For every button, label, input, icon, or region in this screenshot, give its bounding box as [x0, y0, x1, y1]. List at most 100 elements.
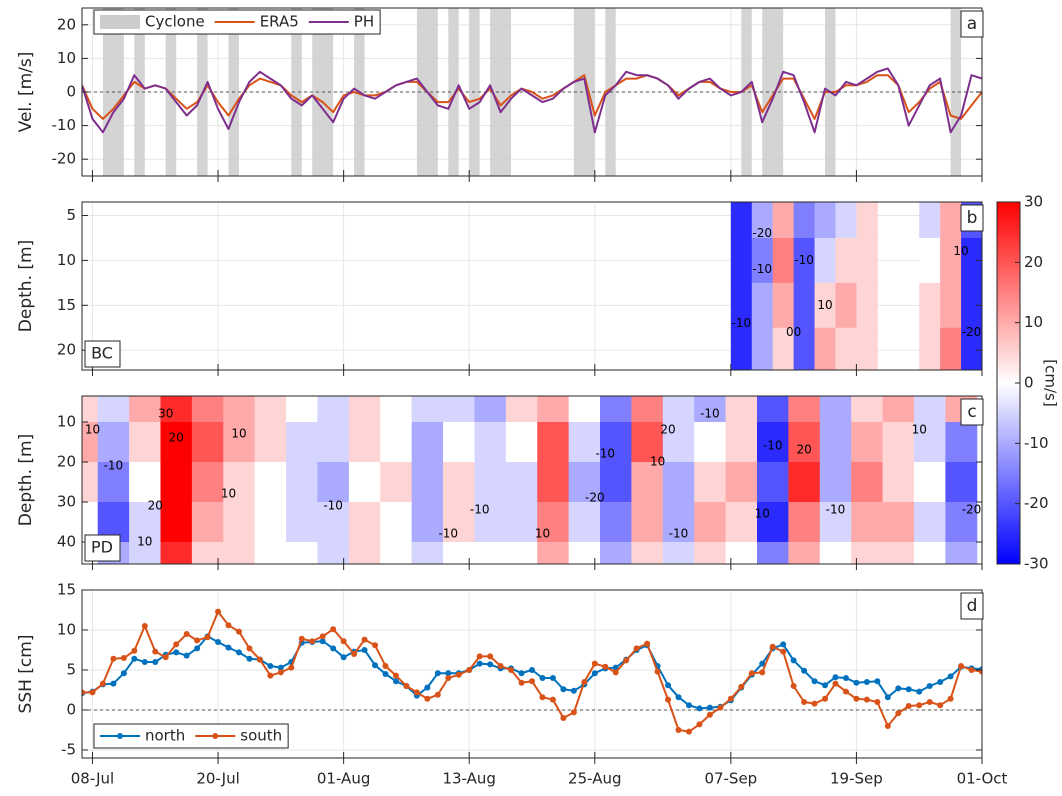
heat-cell [851, 502, 884, 543]
marker [591, 670, 598, 677]
heat-cell [757, 502, 789, 543]
heat-cell [631, 502, 664, 543]
heat-cell [223, 396, 256, 423]
heat-cell [537, 462, 570, 503]
marker [508, 667, 515, 673]
heat-cell [730, 282, 753, 329]
heat-cell [191, 542, 224, 564]
heat-cell [757, 396, 789, 423]
marker [183, 652, 190, 659]
marker [895, 685, 902, 692]
marker [853, 679, 860, 686]
heat-cell [631, 396, 664, 423]
legend-label: south [240, 727, 282, 745]
marker [131, 655, 138, 662]
heat-cell [474, 502, 507, 543]
marker [277, 669, 284, 676]
heat-cell [788, 502, 821, 543]
x-tick-label: 25-Aug [568, 770, 621, 788]
contour-label: 20 [660, 423, 675, 437]
marker [152, 659, 159, 665]
heat-cell [851, 422, 884, 463]
marker [769, 643, 776, 650]
heat-cell [411, 396, 444, 423]
x-tick-label: 08-Jul [71, 770, 114, 788]
heat-cell [380, 542, 413, 564]
marker [549, 696, 556, 703]
heat-cell [913, 542, 946, 564]
heat-cell [819, 396, 852, 423]
heat-cell [961, 327, 982, 370]
legend-label: Cyclone [145, 13, 205, 31]
heat-cell [474, 542, 507, 564]
marker [194, 637, 201, 644]
heat-cell [793, 237, 816, 284]
heat-cell [882, 542, 915, 564]
marker [842, 675, 849, 681]
marker [319, 638, 326, 645]
marker [822, 695, 829, 702]
heat-cell [97, 422, 130, 463]
contour-label: 10 [817, 298, 832, 312]
heat-cell [505, 422, 538, 463]
y-axis-label: Depth. [m] [16, 434, 36, 526]
marker [351, 651, 358, 657]
heat-cell [97, 396, 130, 423]
marker [162, 654, 169, 661]
heat-cell [568, 502, 601, 543]
marker [685, 728, 692, 735]
marker [717, 704, 724, 711]
marker [319, 633, 326, 640]
marker [235, 649, 242, 656]
heat-cell [129, 502, 161, 543]
heat-cell [631, 422, 664, 463]
heat-cell [751, 237, 774, 284]
marker [748, 670, 755, 677]
heat-cell [913, 502, 946, 543]
heat-cell [730, 327, 753, 370]
heat-cell [505, 502, 538, 543]
contour-label: -10 [104, 459, 124, 473]
marker [842, 688, 849, 695]
heat-cell [788, 396, 821, 423]
marker [549, 675, 556, 681]
panel-letter-box [960, 398, 984, 426]
marker [811, 700, 818, 707]
heat-cell [662, 502, 695, 543]
y-tick-label: 20 [57, 15, 76, 33]
contour-label: 10 [912, 423, 927, 437]
heat-cell [254, 422, 287, 463]
marker [382, 671, 389, 677]
heat-cell [662, 422, 695, 463]
marker [476, 653, 483, 660]
legend-label: PH [354, 13, 374, 31]
y-tick-label: 10 [57, 413, 76, 431]
marker [256, 656, 263, 663]
heat-cell [191, 462, 224, 503]
marker [884, 694, 891, 701]
marker [665, 682, 672, 689]
marker [665, 696, 672, 703]
panel: -5 0 5 10 15 08-Jul 20-Jul 01-Aug 13-Aug 25-Aug 07… [16, 581, 1008, 788]
marker [152, 648, 159, 655]
heat-cell [380, 502, 413, 543]
marker [654, 668, 661, 675]
marker [173, 649, 180, 656]
heat-cell [82, 422, 99, 463]
colorbar-tick-label: -20 [1024, 494, 1049, 512]
heat-cell [443, 462, 475, 503]
heat-cell [751, 202, 774, 239]
marker [832, 680, 839, 687]
contour-label: 10 [85, 423, 100, 437]
heat-cell [568, 462, 601, 503]
cyclone-span [448, 8, 459, 176]
heat-cell [411, 422, 444, 463]
contour-label: 10 [137, 535, 152, 549]
marker [958, 663, 965, 669]
marker [759, 660, 766, 667]
colorbar-tick-label: 30 [1024, 193, 1043, 211]
marker [539, 694, 546, 701]
marker [309, 638, 316, 645]
marker [790, 683, 797, 689]
